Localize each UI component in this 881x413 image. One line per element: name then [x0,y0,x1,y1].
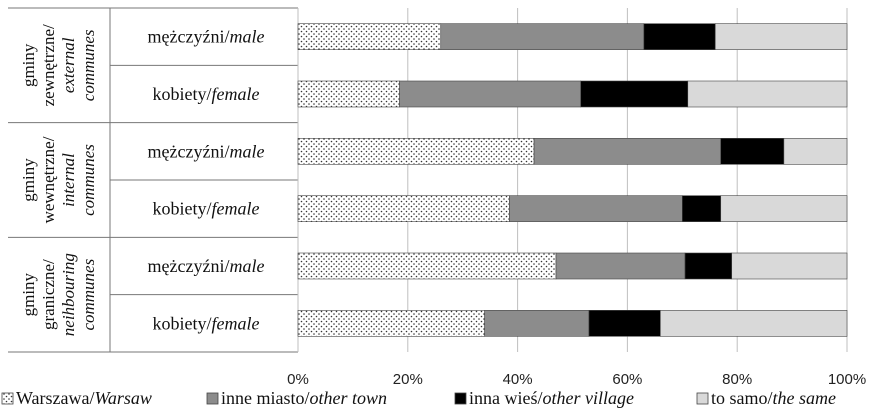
bar-segment-1 [555,252,686,280]
group-label-line: external [59,37,78,93]
legend-label-en: other village [543,388,634,408]
row-label-en: female [212,199,260,219]
bar-segment-1 [509,195,683,222]
bar-segment-0 [297,80,400,108]
bar-segment-0 [297,252,557,280]
legend-label-pl: to samo/ [711,388,773,408]
bar-segment-2 [684,252,733,280]
group-label-line: gminy [19,272,38,316]
legend-label-en: Warsaw [95,388,152,408]
x-tick-label: 40% [503,371,533,388]
row-label-pl: mężczyźni/ [148,256,230,276]
legend-label-en: the same [773,388,836,408]
bar-segment-0 [297,23,442,50]
legend-label-pl: Warszawa/ [16,388,95,408]
x-tick-label: 60% [612,371,642,388]
row-label-pl: kobiety/ [153,313,212,333]
row-label-pl: kobiety/ [153,199,212,219]
legend-swatch [454,392,467,405]
row-label-pl: kobiety/ [153,84,212,104]
bar-segment-3 [720,195,848,222]
row-label: kobiety/female [153,199,260,219]
legend-label: Warszawa/Warsaw [16,388,152,408]
legend-label: inne miasto/other town [221,388,387,408]
bar-segment-1 [440,23,645,50]
row-label: mężczyźni/male [148,27,265,47]
x-tick-label: 80% [722,371,752,388]
row-label-en: male [229,256,264,276]
bar-segment-0 [297,138,535,165]
group-label-line: communes [79,144,98,216]
bars [297,23,848,337]
row-label-en: female [212,84,260,104]
row-label: mężczyźni/male [148,141,265,161]
bar-segment-1 [399,80,582,108]
group-label-line: communes [79,29,98,101]
bar-segment-3 [714,23,848,50]
group-label-line: gminy [19,43,38,87]
bar-segment-3 [660,310,848,337]
legend-swatch [696,392,709,405]
row-label-en: male [229,27,264,47]
legend-label: inna wieś/other village [469,388,634,408]
legend-swatch [206,392,219,405]
bar-segment-3 [783,138,848,165]
gridlines [297,8,848,352]
row-label-pl: mężczyźni/ [148,27,230,47]
row-label: mężczyźni/male [148,256,265,276]
x-axis: 0% 20% 40% 60% 80% 100% [287,371,866,388]
bar-segment-1 [533,138,722,165]
group-label: gminyzewnętrzne/externalcommunes [19,24,98,106]
row-label-pl: mężczyźni/ [148,141,230,161]
group-label-line: wewnętrzne/ [39,136,58,223]
group-label-line: gminy [19,158,38,202]
legend-label-pl: inne miasto/ [221,388,310,408]
legend-label: to samo/the same [711,388,836,408]
group-label-line: graniczne/ [39,259,58,330]
row-label-en: female [212,313,260,333]
bar-segment-2 [588,310,661,337]
bar-segment-0 [297,195,510,222]
x-tick-label: 100% [828,371,866,388]
bar-segment-2 [580,80,689,108]
bar-segment-3 [687,80,848,108]
bar-segment-0 [297,310,485,337]
legend: Warszawa/Warsaw inne miasto/other town inn… [1,388,836,408]
bar-segment-1 [484,310,590,337]
x-tick-label: 20% [393,371,423,388]
row-label: kobiety/female [153,84,260,104]
bar-segment-3 [731,252,848,280]
legend-swatch [1,392,14,405]
bar-segment-2 [720,138,785,165]
row-label-table: gminyzewnętrzne/externalcommunesgminywew… [8,7,299,353]
group-label-line: zewnętrzne/ [39,24,58,106]
legend-label-en: other town [310,388,388,408]
row-label-en: male [229,141,264,161]
legend-label-pl: inna wieś/ [469,388,543,408]
row-label: kobiety/female [153,313,260,333]
group-label-line: internal [59,153,78,207]
x-tick-label: 0% [287,371,309,388]
group-label: gminywewnętrzne/internalcommunes [19,136,98,223]
group-label: gminygraniczne/neihbouringcommunes [19,253,98,336]
bar-segment-2 [643,23,716,50]
bar-segment-2 [681,195,722,222]
group-label-line: neihbouring [59,253,78,336]
group-label-line: communes [79,258,98,330]
